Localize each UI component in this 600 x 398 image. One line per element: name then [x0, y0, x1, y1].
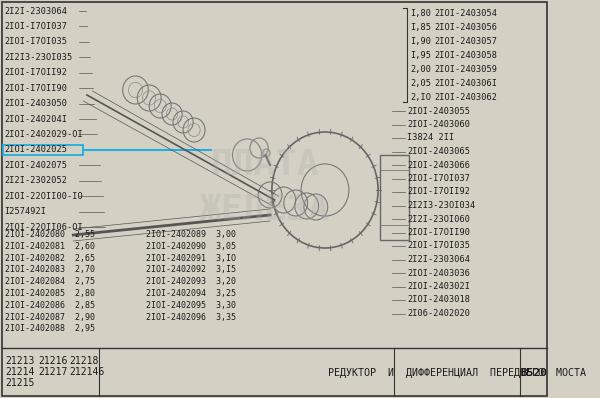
Text: 2IOI-2403065: 2IOI-2403065	[407, 147, 470, 156]
Text: 2IOI-I7OII90: 2IOI-I7OII90	[5, 84, 68, 93]
Text: 2,05: 2,05	[410, 79, 431, 88]
Text: 2I2I-2302052: 2I2I-2302052	[5, 176, 68, 185]
Text: 2IOI-2402087  2,90: 2IOI-2402087 2,90	[5, 312, 95, 322]
Text: 2IOI-I7OI037: 2IOI-I7OI037	[5, 22, 68, 31]
Text: 2IOI-2402029-OI: 2IOI-2402029-OI	[5, 130, 83, 139]
Text: 2IOI-I7OI035: 2IOI-I7OI035	[407, 242, 470, 250]
Text: 2IOI-2402090  3,05: 2IOI-2402090 3,05	[146, 242, 236, 251]
Text: I257492I: I257492I	[5, 207, 47, 216]
Text: 2IOI-2402083  2,70: 2IOI-2402083 2,70	[5, 265, 95, 274]
Text: 2IOI-2402085  2,80: 2IOI-2402085 2,80	[5, 289, 95, 298]
Text: 21218: 21218	[70, 356, 99, 366]
Text: 21214: 21214	[5, 367, 35, 377]
Text: 21213: 21213	[5, 356, 35, 366]
Text: 2IOI-I7OII92: 2IOI-I7OII92	[5, 68, 68, 77]
Text: 2IOI-240204I: 2IOI-240204I	[5, 115, 68, 123]
Text: 21216: 21216	[38, 356, 68, 366]
Text: 21215: 21215	[5, 378, 35, 388]
Text: 2IOI-2402094  3,25: 2IOI-2402094 3,25	[146, 289, 236, 298]
Text: ЖЕЛЕЗА: ЖЕЛЕЗА	[200, 193, 331, 227]
Text: 2IOI-I7OI035: 2IOI-I7OI035	[5, 37, 68, 46]
Text: 2,00: 2,00	[410, 65, 431, 74]
Text: 2IOI-2402092  3,I5: 2IOI-2402092 3,I5	[146, 265, 236, 274]
Bar	[380, 155, 409, 240]
Text: В520: В520	[520, 368, 547, 378]
Text: 2I2I3-23OI035: 2I2I3-23OI035	[5, 53, 73, 62]
Text: 2I2I-2303064: 2I2I-2303064	[407, 255, 470, 264]
Text: 2IOI-I7OI037: 2IOI-I7OI037	[407, 174, 470, 183]
Text: 2IOI-2403036: 2IOI-2403036	[407, 269, 470, 277]
Text: 2IOI-2403059: 2IOI-2403059	[434, 65, 497, 74]
Text: 2IOI-2402075: 2IOI-2402075	[5, 161, 68, 170]
Text: 2IOI-I7OII90: 2IOI-I7OII90	[407, 228, 470, 237]
Text: 2IOI-2402082  2,65: 2IOI-2402082 2,65	[5, 254, 95, 263]
Text: 2IOI-2403060: 2IOI-2403060	[407, 120, 470, 129]
Text: 2IOI-2403054: 2IOI-2403054	[434, 9, 497, 18]
Text: 2IOI-2403018: 2IOI-2403018	[407, 295, 470, 304]
Text: 2IOI-2402084  2,75: 2IOI-2402084 2,75	[5, 277, 95, 286]
Text: 2IOI-2403056: 2IOI-2403056	[434, 23, 497, 32]
Text: I,80: I,80	[410, 9, 431, 18]
Text: 2I2I-23OI060: 2I2I-23OI060	[407, 215, 470, 224]
Text: 212146: 212146	[70, 367, 105, 377]
Text: 2IOI-2402093  3,20: 2IOI-2402093 3,20	[146, 277, 236, 286]
Text: 2,IO: 2,IO	[410, 93, 431, 102]
Text: 2IOI-22OII06-OI: 2IOI-22OII06-OI	[5, 222, 83, 232]
Text: 2IOI-2402081  2,60: 2IOI-2402081 2,60	[5, 242, 95, 251]
Text: I3824 2II: I3824 2II	[407, 133, 455, 142]
Text: 2I06-2402020: 2I06-2402020	[407, 309, 470, 318]
Text: 2IOI-2402080  2,55: 2IOI-2402080 2,55	[5, 230, 95, 239]
Text: 2IOI-240306I: 2IOI-240306I	[434, 79, 497, 88]
Text: 2IOI-2402095  3,30: 2IOI-2402095 3,30	[146, 301, 236, 310]
Text: ПЛАТА: ПЛАТА	[211, 148, 320, 182]
Text: I,95: I,95	[410, 51, 431, 60]
Text: 2IOI-240302I: 2IOI-240302I	[407, 282, 470, 291]
Text: 2I2I3-23OI034: 2I2I3-23OI034	[407, 201, 476, 210]
Text: 2IOI-2403066: 2IOI-2403066	[407, 160, 470, 170]
Text: 2IOI-2403057: 2IOI-2403057	[434, 37, 497, 46]
Text: 2IOI-2402089  3,00: 2IOI-2402089 3,00	[146, 230, 236, 239]
Text: 2IOI-2403055: 2IOI-2403055	[407, 107, 470, 115]
Text: I,85: I,85	[410, 23, 431, 32]
Text: 2IOI-2402096  3,35: 2IOI-2402096 3,35	[146, 312, 236, 322]
Text: 2I2I-2303064: 2I2I-2303064	[5, 6, 68, 16]
Text: 21217: 21217	[38, 367, 68, 377]
Text: 2IOI-2403062: 2IOI-2403062	[434, 93, 497, 102]
Text: I,90: I,90	[410, 37, 431, 46]
Text: 2IOI-2402091  3,IO: 2IOI-2402091 3,IO	[146, 254, 236, 263]
Text: 2IOI-2402025: 2IOI-2402025	[5, 145, 68, 154]
Text: 2IOI-2402088  2,95: 2IOI-2402088 2,95	[5, 324, 95, 334]
Bar	[3, 145, 83, 155]
Text: 2IOI-2403058: 2IOI-2403058	[434, 51, 497, 60]
Text: 2IOI-I7OII92: 2IOI-I7OII92	[407, 187, 470, 197]
Text: 2IOI-2403050: 2IOI-2403050	[5, 99, 68, 108]
Text: 2IOI-2402086  2,85: 2IOI-2402086 2,85	[5, 301, 95, 310]
Text: РЕДУКТОР  И  ДИФФЕРЕНЦИАЛ  ПЕРЕДНЕГО  МОСТА: РЕДУКТОР И ДИФФЕРЕНЦИАЛ ПЕРЕДНЕГО МОСТА	[328, 368, 586, 378]
Text: 2IOI-22OII00-IO: 2IOI-22OII00-IO	[5, 192, 83, 201]
